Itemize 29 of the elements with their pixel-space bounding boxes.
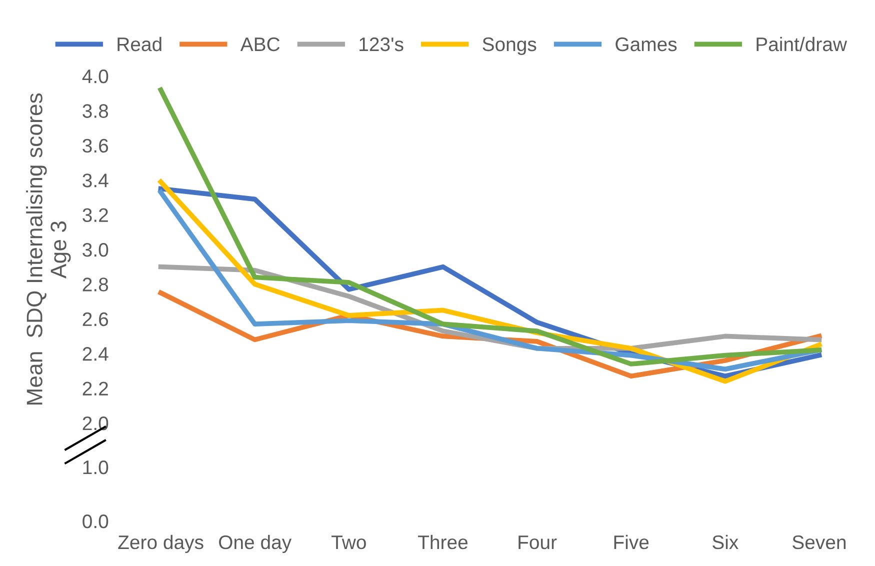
- legend-label: Games: [616, 37, 677, 52]
- y-axis-title: Mean SDQ Internalising scores Age 3: [26, 93, 71, 405]
- y-tick-label: 2.6: [82, 312, 108, 326]
- x-tick-label: Seven: [792, 535, 846, 550]
- x-tick-label: Three: [418, 534, 468, 550]
- legend-label: 123's: [360, 37, 404, 52]
- y-tick-label: 3.8: [82, 104, 108, 118]
- y-tick-label: 2.2: [82, 382, 108, 396]
- legend-label: Paint/draw: [756, 36, 848, 52]
- line-series: [158, 87, 822, 366]
- y-tick-label: 2.0: [82, 416, 108, 430]
- x-tick-label: One day: [219, 534, 292, 554]
- y-tick-label: 2.8: [82, 278, 108, 292]
- x-tick-label: Four: [518, 536, 557, 550]
- legend-label: ABC: [240, 37, 280, 52]
- y-tick-label: 1.0: [83, 460, 108, 474]
- x-tick-label: Six: [712, 534, 738, 550]
- y-tick-label: 0.0: [82, 514, 108, 528]
- y-tick-label: 3.2: [82, 208, 108, 222]
- x-tick-label: Zero days: [118, 534, 204, 554]
- x-tick-label: Two: [332, 536, 366, 550]
- y-tick-label: 3.0: [82, 242, 108, 257]
- x-tick-label: Five: [614, 534, 649, 550]
- y-tick-label: 4.0: [82, 69, 108, 84]
- y-tick-label: 3.6: [82, 138, 108, 153]
- legend-label: Songs: [482, 37, 536, 56]
- legend-label: Read: [118, 36, 162, 52]
- y-tick-label: 2.4: [82, 347, 108, 361]
- y-tick-label: 3.4: [82, 174, 108, 188]
